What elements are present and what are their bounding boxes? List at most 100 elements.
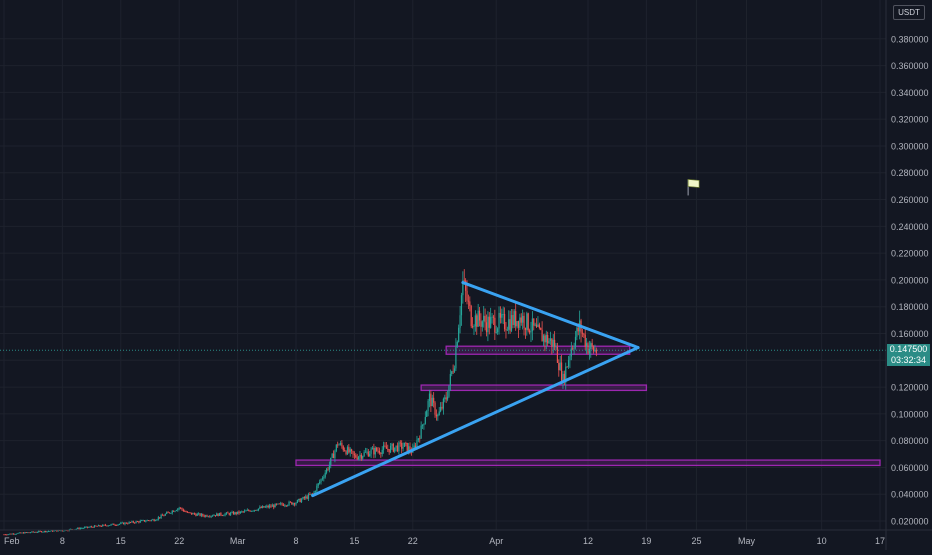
candle-body bbox=[508, 319, 510, 330]
candle-body bbox=[50, 530, 52, 532]
candle-body bbox=[349, 449, 351, 453]
candle-body bbox=[156, 519, 158, 521]
candle-body bbox=[573, 347, 575, 349]
candle-body bbox=[32, 531, 34, 533]
candle-body bbox=[189, 512, 191, 514]
candle-body bbox=[163, 515, 165, 517]
candle-body bbox=[517, 321, 520, 328]
y-tick-label: 0.380000 bbox=[891, 34, 929, 44]
candle-body bbox=[572, 348, 574, 350]
candle-body bbox=[214, 515, 216, 516]
candle-body bbox=[164, 513, 166, 516]
candle-body bbox=[179, 507, 182, 509]
candle-body bbox=[337, 444, 339, 446]
candle-body bbox=[285, 505, 287, 507]
candle-body bbox=[549, 338, 552, 341]
candle-body bbox=[49, 531, 51, 532]
candle-body bbox=[490, 317, 492, 328]
currency-badge[interactable]: USDT bbox=[893, 5, 925, 20]
x-axis[interactable]: Feb 8 15 22 Mar 8 15 22 Apr 12 19 25 May 10 17 bbox=[0, 529, 932, 546]
candle-body bbox=[406, 442, 408, 452]
flag-icon[interactable] bbox=[687, 179, 700, 196]
candle-body bbox=[117, 524, 119, 526]
candle-body bbox=[99, 525, 101, 527]
candle-body bbox=[466, 290, 468, 301]
candle-body bbox=[56, 530, 58, 532]
candle-body bbox=[319, 481, 321, 484]
candle-body bbox=[266, 505, 268, 507]
candle-body bbox=[186, 512, 189, 513]
x-tick-label: 12 bbox=[583, 536, 593, 546]
x-tick-label: 8 bbox=[293, 536, 298, 546]
candle-body bbox=[471, 326, 474, 328]
candle-body bbox=[307, 494, 310, 499]
candle-body bbox=[141, 520, 143, 522]
candle-body bbox=[29, 532, 32, 534]
candle-body bbox=[502, 313, 504, 315]
candle-body bbox=[223, 515, 225, 517]
candle-body bbox=[40, 531, 43, 533]
zone-rect bbox=[295, 459, 881, 467]
candle-body bbox=[107, 525, 109, 527]
x-tick-label: Mar bbox=[230, 536, 246, 546]
candle-body bbox=[584, 334, 586, 347]
candle-body bbox=[590, 343, 592, 349]
candle-body bbox=[417, 438, 419, 441]
candle-body bbox=[362, 456, 364, 459]
y-axis[interactable]: 0.380000 0.360000 0.340000 0.320000 0.300000… bbox=[885, 0, 929, 550]
candle-body bbox=[246, 509, 248, 511]
candle-body bbox=[453, 368, 456, 372]
candle-body bbox=[483, 315, 485, 322]
candle-body bbox=[371, 447, 374, 450]
candle-body bbox=[357, 456, 360, 460]
candle-body bbox=[241, 511, 243, 513]
candle-body bbox=[533, 318, 535, 326]
candle-body bbox=[485, 322, 488, 333]
trendlines[interactable] bbox=[311, 281, 640, 498]
candle-body bbox=[435, 414, 438, 417]
candle-body bbox=[516, 321, 518, 327]
candle-body bbox=[348, 447, 350, 453]
candle-body bbox=[313, 491, 315, 494]
candle-body bbox=[18, 532, 20, 534]
candle-body bbox=[405, 442, 407, 444]
candle-body bbox=[303, 497, 305, 499]
x-tick-label: 22 bbox=[174, 536, 184, 546]
candle-body bbox=[173, 510, 175, 512]
candle-body bbox=[366, 451, 368, 453]
candle-body bbox=[61, 530, 63, 532]
y-tick-label: 0.200000 bbox=[891, 275, 929, 285]
candle-body bbox=[132, 521, 134, 523]
candle-body bbox=[592, 346, 595, 352]
candle-body bbox=[82, 528, 84, 529]
candle-body bbox=[217, 513, 219, 516]
candle-body bbox=[423, 423, 425, 425]
candle-body bbox=[75, 528, 77, 530]
candles bbox=[0, 269, 886, 536]
candle-body bbox=[274, 503, 276, 508]
candle-body bbox=[296, 500, 298, 503]
candle-body bbox=[559, 362, 561, 371]
candle-body bbox=[288, 501, 290, 506]
y-tick-label: 0.100000 bbox=[891, 409, 929, 419]
candle-body bbox=[295, 502, 297, 505]
candle-body bbox=[249, 510, 251, 512]
candle-body bbox=[323, 477, 325, 479]
candle-body bbox=[342, 446, 344, 451]
candle-body bbox=[451, 371, 453, 375]
candle-body bbox=[257, 508, 260, 511]
candle-body bbox=[324, 472, 326, 478]
candle-body bbox=[235, 512, 237, 514]
candle-body bbox=[157, 517, 159, 520]
candle-body bbox=[191, 512, 193, 515]
candle-body bbox=[335, 444, 337, 451]
candle-body bbox=[210, 515, 212, 517]
candle-body bbox=[63, 530, 65, 532]
candle-body bbox=[182, 509, 184, 512]
candle-body bbox=[109, 525, 111, 527]
candle-body bbox=[142, 520, 144, 521]
candle-body bbox=[332, 453, 335, 459]
candle-body bbox=[59, 530, 61, 531]
